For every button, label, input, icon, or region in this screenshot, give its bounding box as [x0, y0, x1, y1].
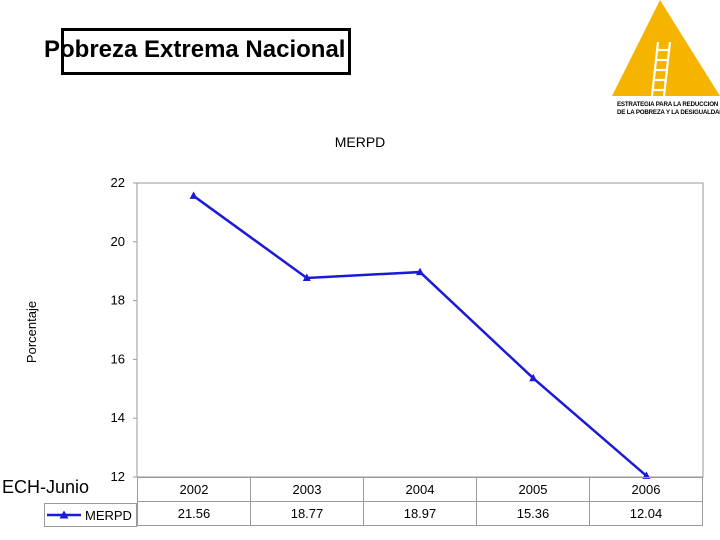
legend-label: MERPD: [85, 507, 132, 523]
source-label: ECH-Junio: [2, 477, 90, 497]
ladder-icon: [650, 41, 672, 97]
strategy-logo: [612, 0, 720, 97]
year-row: 2002 2003 2004 2005 2006: [137, 477, 703, 502]
series-line: [192, 194, 648, 477]
plot-area: [136, 182, 704, 478]
data-value-cell: 12.04: [589, 501, 703, 526]
legend-marker: [47, 510, 81, 519]
data-value-cell: 18.77: [250, 501, 364, 526]
logo-text-line2: DE LA POBREZA Y LA DESIGUALDAD: [617, 109, 720, 116]
x-tick-label: 2006: [589, 477, 703, 502]
y-tick-label: 12: [111, 469, 125, 484]
y-tick-label: 16: [111, 351, 125, 366]
data-table: 2002 2003 2004 2005 2006 21.56 18.77 18.97 15.3…: [137, 477, 703, 526]
data-point-marker: [302, 273, 311, 281]
y-tick-label: 14: [111, 410, 125, 425]
title-frame: [61, 28, 351, 75]
data-point-marker: [529, 373, 538, 382]
x-tick-label: 2003: [250, 477, 364, 502]
chart-title: MERPD: [335, 134, 386, 150]
logo-text-line1: ESTRATEGIA PARA LA REDUCCION: [617, 101, 719, 108]
slide-title: Pobreza Extrema Nacional: [44, 36, 346, 63]
data-point-marker: [416, 267, 424, 276]
y-axis-label: Porcentaje: [24, 301, 39, 363]
data-point-marker: [189, 191, 198, 199]
y-tick-label: 22: [111, 175, 125, 190]
y-tick-label: 18: [111, 293, 125, 308]
y-tick-label: 20: [111, 234, 125, 249]
data-value-cell: 15.36: [476, 501, 590, 526]
x-tick-label: 2005: [476, 477, 590, 502]
x-tick-label: 2002: [137, 477, 251, 502]
data-point-marker: [642, 471, 651, 479]
x-tick-label: 2004: [363, 477, 477, 502]
value-row: 21.56 18.77 18.97 15.36 12.04: [137, 501, 703, 526]
legend-entry-merpd: MERPD: [44, 503, 137, 527]
data-value-cell: 21.56: [137, 501, 251, 526]
logo-triangle: [612, 0, 720, 96]
data-value-cell: 18.97: [363, 501, 477, 526]
